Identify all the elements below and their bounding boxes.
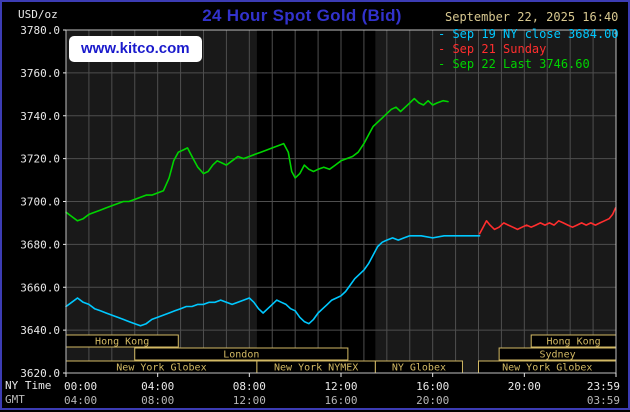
y-tick-label: 3740.0	[20, 110, 60, 123]
ny-time-tick-label: 20:00	[508, 380, 541, 393]
ny-time-axis-label: NY Time	[5, 379, 52, 392]
session-label: New York NYMEX	[274, 363, 358, 374]
gmt-tick-label: 08:00	[141, 394, 174, 407]
y-tick-label: 3620.0	[20, 367, 60, 380]
session-label: Sydney	[540, 350, 576, 361]
y-tick-label: 3640.0	[20, 324, 60, 337]
ny-time-tick-label: 16:00	[416, 380, 449, 393]
kitco-watermark: www.kitco.com	[69, 36, 202, 62]
gmt-tick-label: 03:59	[587, 394, 620, 407]
legend-item: - Sep 22 Last 3746.60	[438, 57, 590, 71]
gmt-axis-label: GMT	[5, 393, 25, 406]
gmt-tick-label: 16:00	[324, 394, 357, 407]
session-label: London	[223, 350, 259, 361]
ny-time-tick-label: 12:00	[324, 380, 357, 393]
y-tick-label: 3780.0	[20, 24, 60, 37]
legend-item: - Sep 19 NY close 3684.00	[438, 27, 619, 41]
series-sep19-ny-close	[65, 235, 481, 327]
price-unit-label: USD/oz	[18, 8, 58, 21]
series-sep21-sunday	[478, 207, 617, 235]
ny-time-tick-label: 00:00	[64, 380, 97, 393]
session-label: Hong Kong	[95, 337, 149, 348]
ny-time-tick-label: 23:59	[587, 380, 620, 393]
session-label: Hong Kong	[547, 337, 601, 348]
y-tick-label: 3660.0	[20, 281, 60, 294]
y-tick-label: 3680.0	[20, 238, 60, 251]
chart-timestamp: September 22, 2025 16:40	[445, 10, 619, 24]
y-tick-label: 3720.0	[20, 153, 60, 166]
ny-time-tick-label: 08:00	[233, 380, 266, 393]
session-label: New York Globex	[502, 363, 592, 374]
gmt-tick-label: 12:00	[233, 394, 266, 407]
legend-item: - Sep 21 Sunday	[438, 42, 547, 56]
gmt-tick-label: 20:00	[416, 394, 449, 407]
session-label: NY Globex	[392, 363, 446, 374]
ny-time-tick-label: 04:00	[141, 380, 174, 393]
session-box	[134, 347, 349, 361]
series-sep22-last	[65, 97, 449, 222]
y-tick-label: 3760.0	[20, 67, 60, 80]
session-label: New York Globex	[116, 363, 206, 374]
chart-legend: - Sep 19 NY close 3684.00- Sep 21 Sunday…	[438, 27, 619, 72]
gmt-tick-label: 04:00	[64, 394, 97, 407]
chart-title: 24 Hour Spot Gold (Bid)	[202, 6, 402, 25]
y-tick-label: 3700.0	[20, 196, 60, 209]
